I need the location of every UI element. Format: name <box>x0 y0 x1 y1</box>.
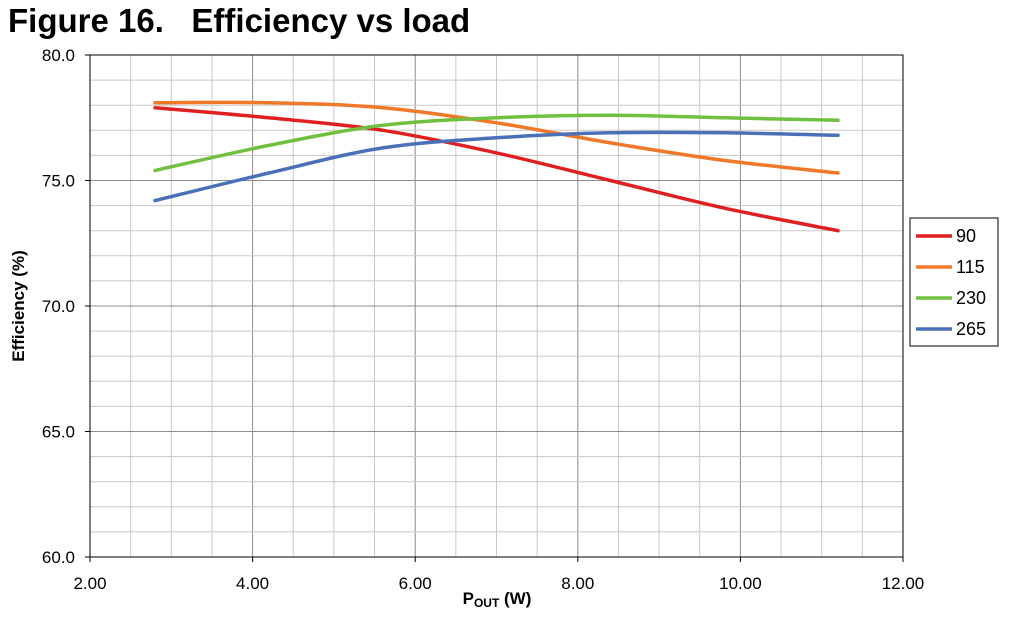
x-tick-label: 10.00 <box>719 574 762 593</box>
series-line-90 <box>153 105 840 233</box>
figure-number: Figure 16. <box>8 2 164 39</box>
legend-label-230: 230 <box>956 288 986 308</box>
series-lines <box>153 100 840 233</box>
y-tick-label: 80.0 <box>42 46 75 65</box>
x-tick-label: 4.00 <box>236 574 269 593</box>
x-tick-label: 8.00 <box>561 574 594 593</box>
x-axis-label: POUT (W) <box>463 589 532 610</box>
y-tick-label: 65.0 <box>42 423 75 442</box>
x-axis-label-subscript: OUT <box>474 596 500 610</box>
figure-caption: Efficiency vs load <box>191 2 471 39</box>
x-tick-label: 2.00 <box>73 574 106 593</box>
series-line-115 <box>153 100 840 175</box>
y-tick-label: 75.0 <box>42 172 75 191</box>
axis-ticks: 2.00 4.00 6.00 8.00 10.00 12.00 60.0 65.0 70.0 75… <box>42 46 924 593</box>
x-axis-label-main: P <box>463 589 474 608</box>
legend-label-265: 265 <box>956 319 986 339</box>
x-tick-label: 12.00 <box>882 574 925 593</box>
y-axis-label: Efficiency (%) <box>9 250 28 361</box>
legend-label-115: 115 <box>956 257 985 277</box>
legend-label-90: 90 <box>956 226 976 246</box>
y-tick-label: 70.0 <box>42 297 75 316</box>
legend: 90 115 230 265 <box>909 217 999 347</box>
x-tick-label: 6.00 <box>399 574 432 593</box>
series-line-230 <box>153 113 840 173</box>
legend-box <box>909 217 999 347</box>
series-line-265 <box>153 130 840 203</box>
figure-title: Figure 16. Efficiency vs load <box>8 2 470 40</box>
x-axis-label-unit: (W) <box>499 589 531 608</box>
y-tick-label: 60.0 <box>42 548 75 567</box>
grid <box>89 54 904 558</box>
